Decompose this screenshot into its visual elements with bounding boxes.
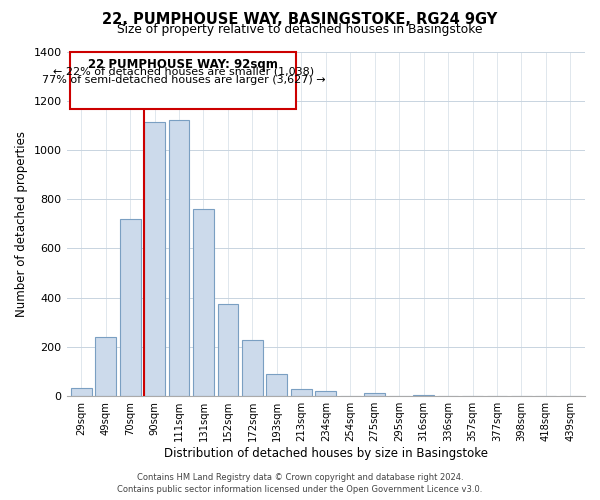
Bar xyxy=(316,392,336,396)
Bar xyxy=(144,122,165,396)
Text: 22 PUMPHOUSE WAY: 92sqm: 22 PUMPHOUSE WAY: 92sqm xyxy=(88,58,278,70)
Text: Contains HM Land Registry data © Crown copyright and database right 2024.
Contai: Contains HM Land Registry data © Crown c… xyxy=(118,472,482,494)
Bar xyxy=(242,340,263,396)
Bar xyxy=(266,374,287,396)
Bar xyxy=(95,337,116,396)
X-axis label: Distribution of detached houses by size in Basingstoke: Distribution of detached houses by size … xyxy=(164,447,488,460)
Bar xyxy=(71,388,92,396)
Bar xyxy=(120,219,140,396)
Y-axis label: Number of detached properties: Number of detached properties xyxy=(15,131,28,317)
Bar xyxy=(193,209,214,396)
Text: 77% of semi-detached houses are larger (3,627) →: 77% of semi-detached houses are larger (… xyxy=(41,75,325,85)
Bar xyxy=(218,304,238,396)
Text: ← 22% of detached houses are smaller (1,038): ← 22% of detached houses are smaller (1,… xyxy=(53,66,314,76)
Text: 22, PUMPHOUSE WAY, BASINGSTOKE, RG24 9GY: 22, PUMPHOUSE WAY, BASINGSTOKE, RG24 9GY xyxy=(103,12,497,26)
Bar xyxy=(413,395,434,396)
Text: Size of property relative to detached houses in Basingstoke: Size of property relative to detached ho… xyxy=(117,24,483,36)
Bar xyxy=(364,392,385,396)
FancyBboxPatch shape xyxy=(70,52,296,110)
Bar xyxy=(169,120,190,396)
Bar xyxy=(291,389,312,396)
